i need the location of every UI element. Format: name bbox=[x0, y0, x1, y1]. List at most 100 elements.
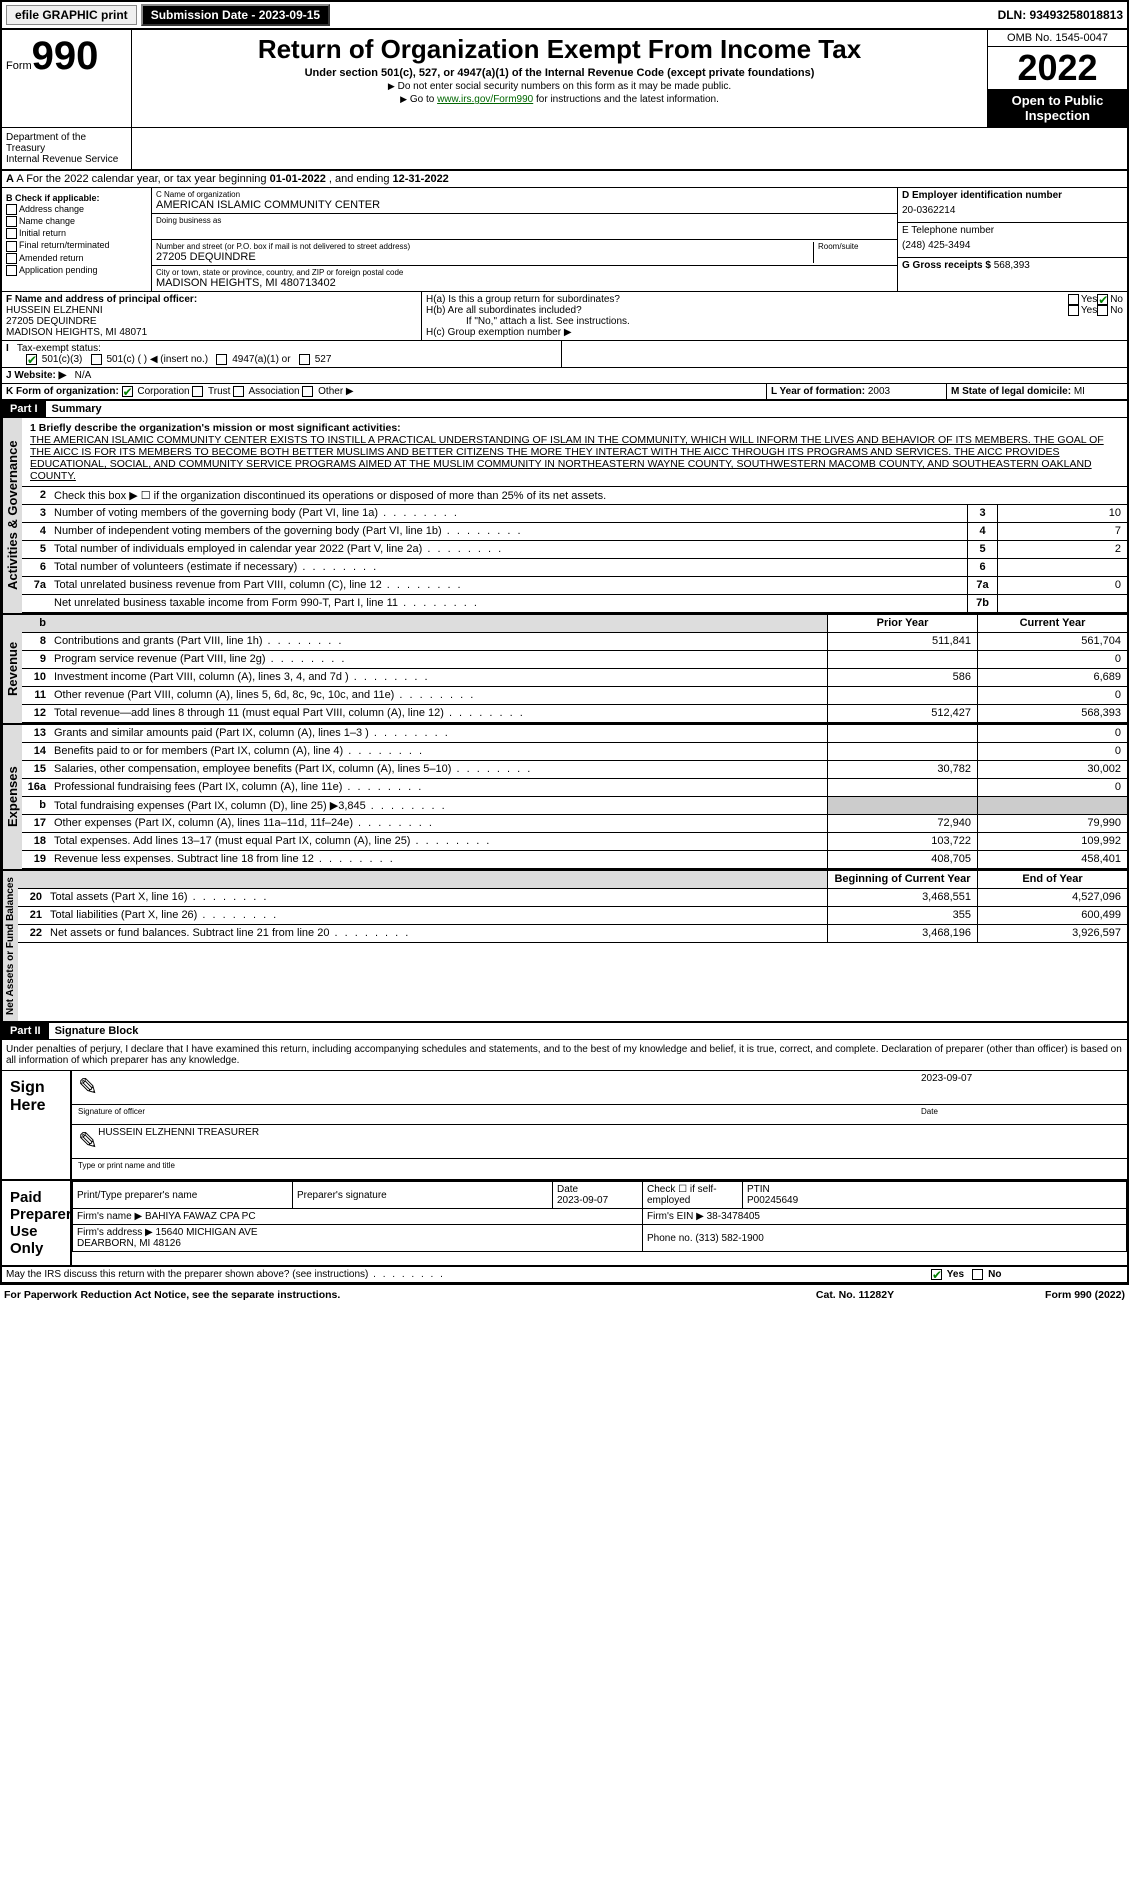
line-txt: Investment income (Part VIII, column (A)… bbox=[50, 669, 827, 686]
cy-val: 0 bbox=[977, 779, 1127, 796]
py-val bbox=[827, 779, 977, 796]
inspection-badge: Open to Public Inspection bbox=[988, 89, 1127, 127]
py-val bbox=[827, 651, 977, 668]
line-txt: Salaries, other compensation, employee b… bbox=[50, 761, 827, 778]
prep-date: 2023-09-07 bbox=[557, 1195, 608, 1206]
dba-lbl: Doing business as bbox=[156, 216, 893, 225]
line2: Check this box ▶ ☐ if the organization d… bbox=[50, 487, 1127, 504]
cb-hb-no[interactable] bbox=[1097, 305, 1108, 316]
cb-other[interactable] bbox=[302, 386, 313, 397]
cb-4947[interactable] bbox=[216, 354, 227, 365]
officer-sig-name: HUSSEIN ELZHENNI TREASURER bbox=[98, 1127, 259, 1156]
website-val: N/A bbox=[75, 370, 92, 381]
gross-val: 568,393 bbox=[994, 260, 1030, 271]
footer-left: For Paperwork Reduction Act Notice, see … bbox=[4, 1289, 765, 1301]
city-lbl: City or town, state or province, country… bbox=[156, 268, 893, 277]
line-txt: Number of voting members of the governin… bbox=[50, 505, 967, 522]
line-txt: Revenue less expenses. Subtract line 18 … bbox=[50, 851, 827, 868]
cb-address[interactable] bbox=[6, 204, 17, 215]
cb-initial[interactable] bbox=[6, 228, 17, 239]
room-lbl: Room/suite bbox=[818, 242, 893, 251]
org-name: AMERICAN ISLAMIC COMMUNITY CENTER bbox=[156, 199, 893, 211]
state-val: MI bbox=[1074, 386, 1085, 397]
line-txt: Total unrelated business revenue from Pa… bbox=[50, 577, 967, 594]
cy-val: 0 bbox=[977, 743, 1127, 760]
ein-lbl: D Employer identification number bbox=[902, 190, 1123, 201]
py-val: 30,782 bbox=[827, 761, 977, 778]
mission-txt: THE AMERICAN ISLAMIC COMMUNITY CENTER EX… bbox=[30, 434, 1119, 482]
py-val bbox=[827, 743, 977, 760]
cb-discuss-yes[interactable] bbox=[931, 1269, 942, 1280]
cy-val: 109,992 bbox=[977, 833, 1127, 850]
part2-hdr: Part II bbox=[2, 1023, 49, 1039]
line-txt: Other expenses (Part IX, column (A), lin… bbox=[50, 815, 827, 832]
py-val: 355 bbox=[827, 907, 977, 924]
cb-ha-yes[interactable] bbox=[1068, 294, 1079, 305]
py-val: 511,841 bbox=[827, 633, 977, 650]
sig-officer-lbl: Signature of officer bbox=[78, 1107, 921, 1122]
cb-hb-yes[interactable] bbox=[1068, 305, 1079, 316]
cb-ha-no[interactable] bbox=[1097, 294, 1108, 305]
form-word: Form bbox=[6, 60, 32, 72]
paid-prep-lbl: Paid Preparer Use Only bbox=[2, 1181, 72, 1265]
footer-mid: Cat. No. 11282Y bbox=[765, 1289, 945, 1301]
cb-corp[interactable] bbox=[122, 386, 133, 397]
officer-name: HUSSEIN ELZHENNI bbox=[6, 305, 417, 316]
prep-col-sig: Preparer's signature bbox=[293, 1182, 553, 1209]
efile-btn[interactable]: efile GRAPHIC print bbox=[6, 5, 137, 25]
py-val: 512,427 bbox=[827, 705, 977, 722]
line-txt: Total revenue—add lines 8 through 11 (mu… bbox=[50, 705, 827, 722]
cy-val: 6,689 bbox=[977, 669, 1127, 686]
name-title-lbl: Type or print name and title bbox=[72, 1159, 1127, 1179]
line-txt: Total number of individuals employed in … bbox=[50, 541, 967, 558]
cy-val bbox=[977, 797, 1127, 814]
submit-date-btn[interactable]: Submission Date - 2023-09-15 bbox=[141, 4, 330, 26]
py-val: 586 bbox=[827, 669, 977, 686]
line-txt: Grants and similar amounts paid (Part IX… bbox=[50, 725, 827, 742]
form-number: 990 bbox=[32, 34, 99, 78]
irs-link[interactable]: www.irs.gov/Form990 bbox=[437, 94, 533, 105]
cb-name[interactable] bbox=[6, 216, 17, 227]
dln: DLN: 93493258018813 bbox=[998, 8, 1123, 22]
line-val: 0 bbox=[997, 577, 1127, 594]
cy-val: 0 bbox=[977, 687, 1127, 704]
year-form-val: 2003 bbox=[868, 386, 890, 397]
mission-lbl: 1 Briefly describe the organization's mi… bbox=[30, 422, 1119, 434]
state-lbl: M State of legal domicile: bbox=[951, 386, 1071, 397]
website-lbl: J Website: ▶ bbox=[6, 370, 66, 381]
cb-final[interactable] bbox=[6, 241, 17, 252]
line-txt: Benefits paid to or for members (Part IX… bbox=[50, 743, 827, 760]
cy-val: 600,499 bbox=[977, 907, 1127, 924]
sig-date: 2023-09-07 bbox=[921, 1073, 1121, 1102]
may-irs: May the IRS discuss this return with the… bbox=[6, 1269, 445, 1280]
cb-app-pending[interactable] bbox=[6, 265, 17, 276]
cb-501c3[interactable] bbox=[26, 354, 37, 365]
hdr-eoy: End of Year bbox=[977, 871, 1127, 888]
officer-lbl: F Name and address of principal officer: bbox=[6, 294, 417, 305]
part2-title: Signature Block bbox=[49, 1023, 145, 1039]
form-subtitle: Under section 501(c), 527, or 4947(a)(1)… bbox=[136, 67, 983, 79]
cb-discuss-no[interactable] bbox=[972, 1269, 983, 1280]
cb-501c[interactable] bbox=[91, 354, 102, 365]
cy-val: 568,393 bbox=[977, 705, 1127, 722]
part1-hdr: Part I bbox=[2, 401, 46, 417]
phone: (248) 425-3494 bbox=[902, 236, 1123, 255]
line-txt: Professional fundraising fees (Part IX, … bbox=[50, 779, 827, 796]
cy-val: 30,002 bbox=[977, 761, 1127, 778]
cb-amended[interactable] bbox=[6, 253, 17, 264]
firm-name: BAHIYA FAWAZ CPA PC bbox=[145, 1211, 256, 1222]
vbar-rev: Revenue bbox=[2, 615, 22, 723]
ptin: P00245649 bbox=[747, 1195, 798, 1206]
cb-assoc[interactable] bbox=[233, 386, 244, 397]
firm-phone: (313) 582-1900 bbox=[695, 1233, 763, 1244]
declaration: Under penalties of perjury, I declare th… bbox=[0, 1040, 1129, 1071]
py-val: 3,468,551 bbox=[827, 889, 977, 906]
hdr-py: Prior Year bbox=[827, 615, 977, 632]
py-val: 3,468,196 bbox=[827, 925, 977, 942]
addr-lbl: Number and street (or P.O. box if mail i… bbox=[156, 242, 813, 251]
line-txt: Total expenses. Add lines 13–17 (must eq… bbox=[50, 833, 827, 850]
line-a: A A For the 2022 calendar year, or tax y… bbox=[6, 173, 449, 185]
cb-trust[interactable] bbox=[192, 386, 203, 397]
org-name-lbl: C Name of organization bbox=[156, 190, 893, 199]
cb-527[interactable] bbox=[299, 354, 310, 365]
